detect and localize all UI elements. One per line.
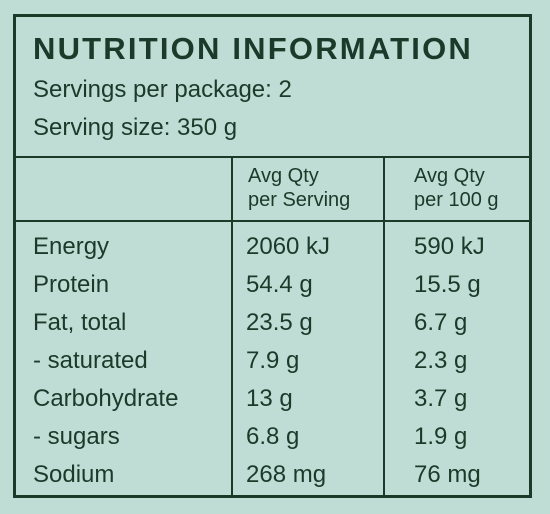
table-row: Carbohydrate 13 g 3.7 g [16,380,529,418]
column-header-line: per 100 g [414,189,499,211]
qty-per-serving: 23.5 g [246,309,313,336]
nutrient-rows: Energy 2060 kJ 590 kJ Protein 54.4 g 15.… [16,228,529,494]
qty-per-100g: 2.3 g [414,347,468,374]
nutrient-name: Sodium [33,461,115,488]
qty-per-100g: 3.7 g [414,385,468,412]
panel-title: NUTRITION INFORMATION [33,31,473,66]
table-row: Fat, total 23.5 g 6.7 g [16,304,529,342]
nutrient-name: Energy [33,233,110,260]
table-row: Sodium 268 mg 76 mg [16,456,529,494]
qty-per-serving: 6.8 g [246,423,300,450]
nutrient-name: - saturated [33,347,148,374]
column-header-per-100g: Avg Qty per 100 g [414,164,499,212]
qty-per-serving: 54.4 g [246,271,313,298]
qty-per-serving: 268 mg [246,461,327,488]
column-header-line: Avg Qty [248,165,319,187]
qty-per-serving: 2060 kJ [246,233,331,260]
qty-per-serving: 13 g [246,385,293,412]
qty-per-serving: 7.9 g [246,347,300,374]
qty-per-100g: 15.5 g [414,271,481,298]
qty-per-100g: 76 mg [414,461,481,488]
nutrient-name: - sugars [33,423,120,450]
qty-per-100g: 6.7 g [414,309,468,336]
nutrient-name: Carbohydrate [33,385,179,412]
column-header-per-serving: Avg Qty per Serving [248,164,350,212]
table-row: Energy 2060 kJ 590 kJ [16,228,529,266]
servings-per-package: Servings per package: 2 [33,76,292,103]
header-divider [16,220,529,222]
qty-per-100g: 590 kJ [414,233,485,260]
serving-size: Serving size: 350 g [33,114,238,141]
column-divider-1 [231,156,233,495]
table-row: - saturated 7.9 g 2.3 g [16,342,529,380]
nutrition-panel: NUTRITION INFORMATION Servings per packa… [13,14,532,498]
nutrient-name: Protein [33,271,110,298]
column-divider-2 [383,156,385,495]
table-row: Protein 54.4 g 15.5 g [16,266,529,304]
table-top-divider [16,156,529,158]
nutrient-name: Fat, total [33,309,127,336]
column-header-line: per Serving [248,189,351,211]
table-row: - sugars 6.8 g 1.9 g [16,418,529,456]
qty-per-100g: 1.9 g [414,423,468,450]
column-header-line: Avg Qty [414,165,485,187]
